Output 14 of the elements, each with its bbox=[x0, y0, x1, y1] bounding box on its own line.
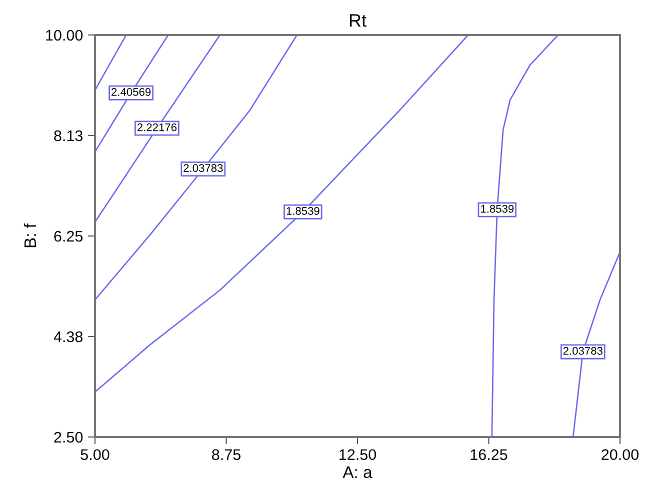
y-tick-label: 8.13 bbox=[54, 130, 83, 142]
chart-title: Rt bbox=[350, 14, 366, 27]
y-tick-label: 10.00 bbox=[46, 30, 83, 41]
x-tick-label: 12.50 bbox=[340, 449, 376, 460]
x-tick-label: 8.75 bbox=[212, 449, 240, 460]
x-tick-label: 20.00 bbox=[602, 449, 639, 460]
x-tick-label: 5.00 bbox=[80, 449, 110, 460]
y-axis-title: B: f bbox=[24, 223, 36, 248]
y-tick-label: 2.50 bbox=[54, 432, 83, 443]
y-tick-label: 4.38 bbox=[54, 331, 83, 342]
y-tick-label: 6.25 bbox=[54, 230, 83, 242]
line-series bbox=[95, 35, 469, 393]
x-tick-label: 16.25 bbox=[470, 449, 508, 460]
x-axis-title: A: a bbox=[342, 466, 372, 478]
